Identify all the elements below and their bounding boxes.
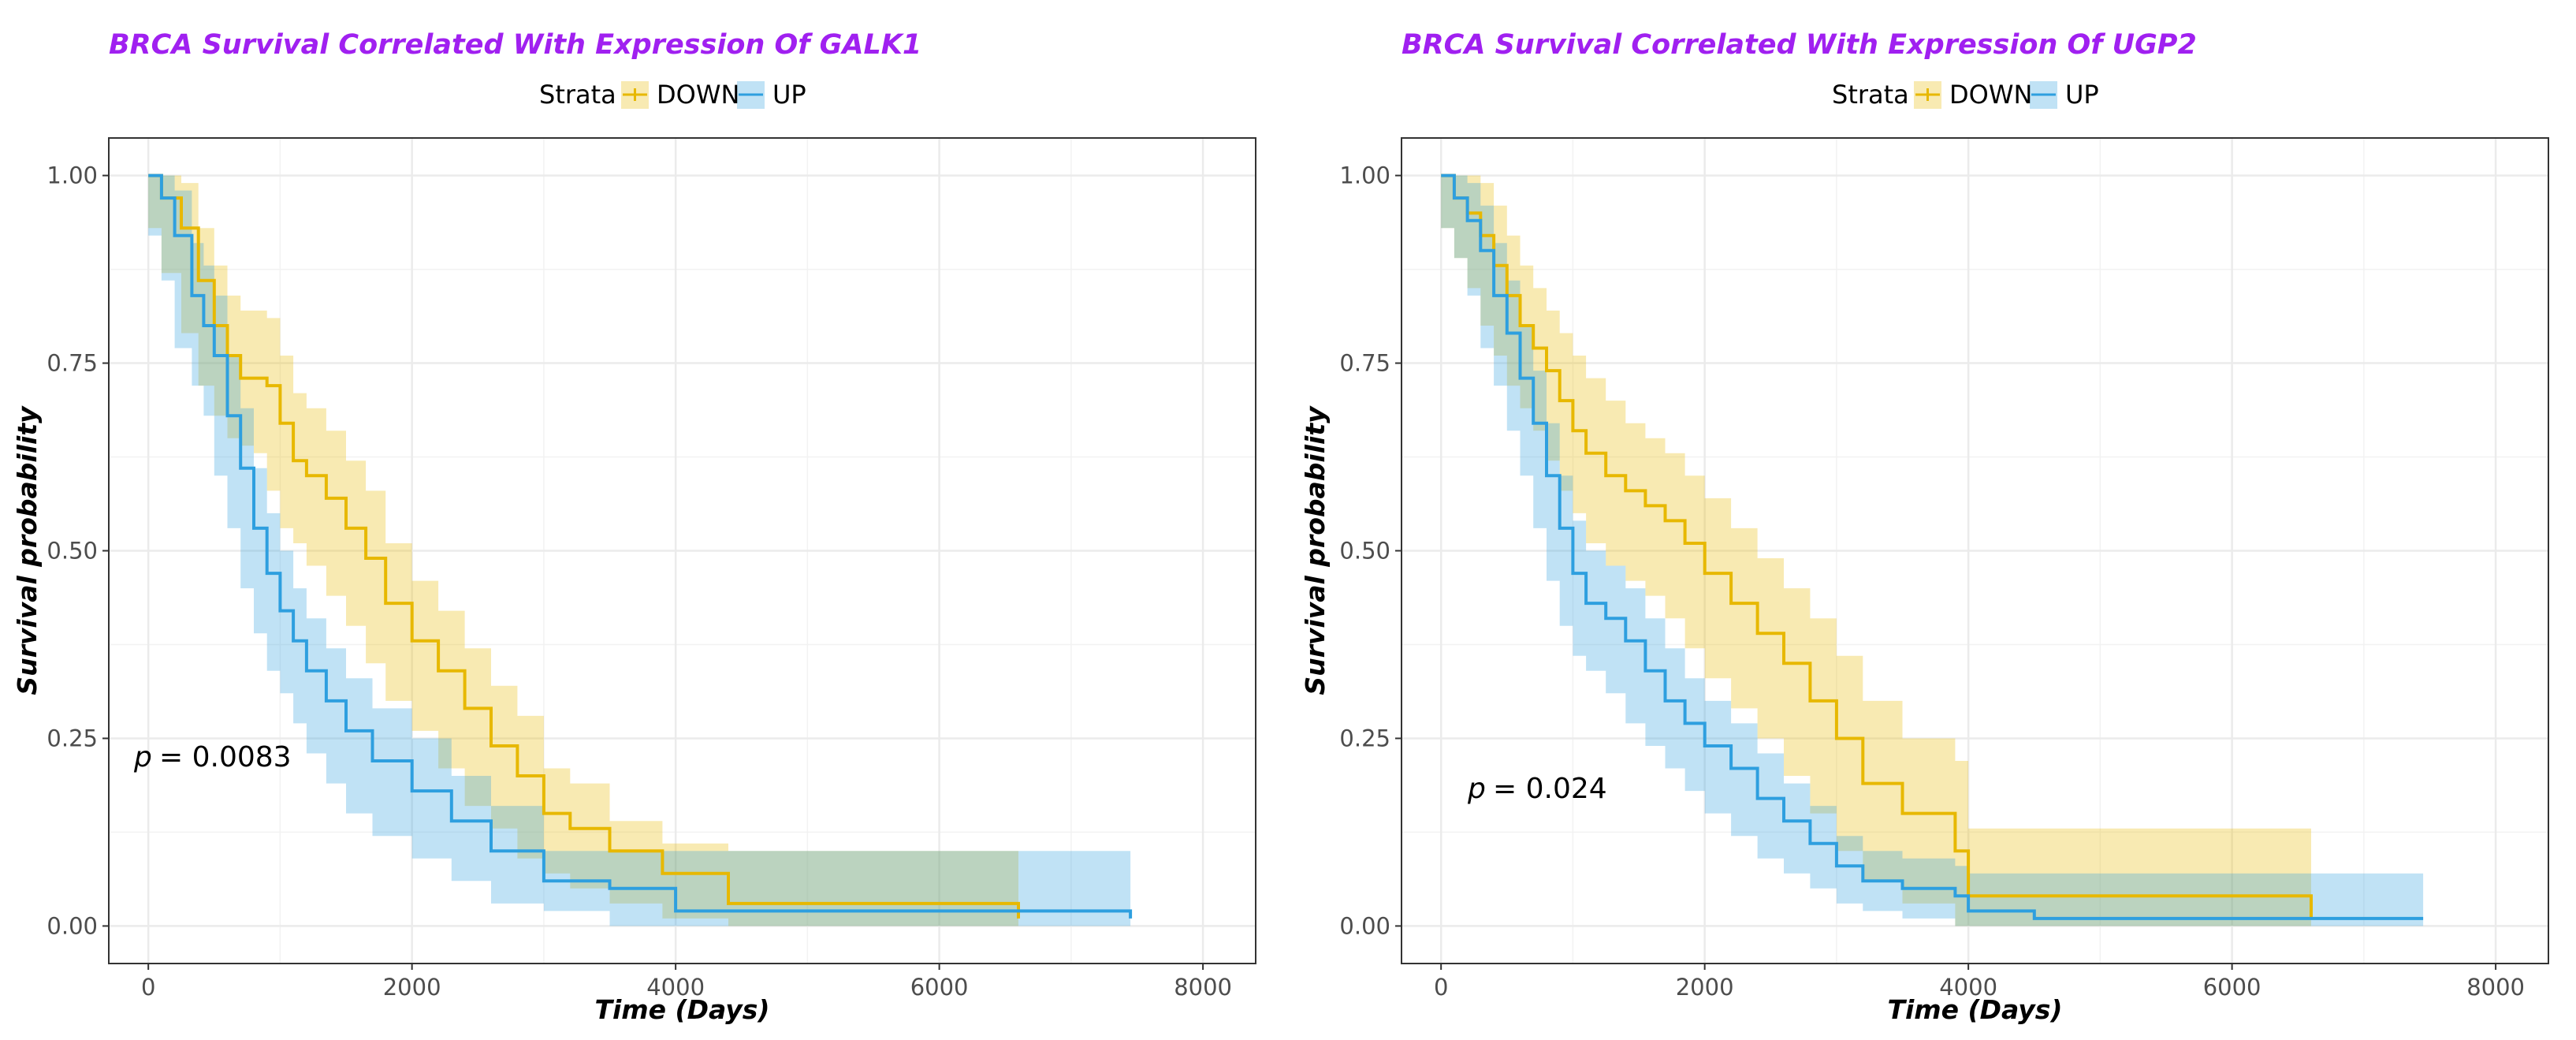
x-tick-label: 0 <box>1434 974 1448 1001</box>
km-plot-galk1: BRCA Survival Correlated With Expression… <box>12 29 1256 1025</box>
y-tick-label: 0.00 <box>1339 912 1390 939</box>
legend-title: Strata <box>539 80 616 110</box>
x-axis-title: Time (Days) <box>1887 994 2062 1025</box>
p-value-label: p <box>1467 773 1486 805</box>
survival-curve-up <box>1441 173 2424 920</box>
km-plot-ugp2: BRCA Survival Correlated With Expression… <box>1288 0 2576 1040</box>
legend-label-up: UP <box>2065 80 2099 110</box>
p-value-annotation: p = 0.024 <box>1467 773 1607 805</box>
x-tick-label: 8000 <box>1174 974 1232 1001</box>
y-axis-title: Survival probability <box>1300 405 1331 695</box>
ci-band-up <box>1441 175 2424 926</box>
legend: Strata DOWN UP <box>539 80 806 110</box>
x-axis-title: Time (Days) <box>594 994 769 1025</box>
legend-key-down <box>621 81 649 109</box>
legend-key-down <box>1914 81 1941 109</box>
legend: Strata DOWN UP <box>1832 80 2099 110</box>
y-tick-label: 0.25 <box>47 725 98 751</box>
y-tick-label: 0.75 <box>47 350 98 377</box>
legend-key-up <box>2030 81 2057 109</box>
y-tick-label: 0.00 <box>47 912 98 939</box>
x-tick-label: 6000 <box>910 974 969 1001</box>
km-chart-galk1-svg: BRCA Survival Correlated With Expression… <box>12 29 1256 1025</box>
legend-label-down: DOWN <box>657 80 739 110</box>
chart-title: BRCA Survival Correlated With Expression… <box>1402 29 2197 61</box>
p-value-text: = 0.0083 <box>159 741 292 773</box>
km-chart-ugp2-svg: BRCA Survival Correlated With Expression… <box>1300 29 2549 1025</box>
legend-key-up <box>737 81 765 109</box>
x-tick-label: 4000 <box>646 974 705 1001</box>
ci-band-down <box>1441 175 2311 926</box>
chart-title: BRCA Survival Correlated With Expression… <box>109 29 921 61</box>
x-tick-label: 4000 <box>1939 974 1997 1001</box>
p-value-text: = 0.024 <box>1493 773 1607 805</box>
legend-label-down: DOWN <box>1949 80 2032 110</box>
y-tick-label: 0.25 <box>1339 725 1390 751</box>
survival-curve-down <box>148 173 1020 919</box>
x-tick-label: 2000 <box>1676 974 1734 1001</box>
legend-label-up: UP <box>772 80 806 110</box>
y-tick-label: 1.00 <box>1339 162 1390 189</box>
p-value-label: p <box>133 741 152 773</box>
x-tick-label: 6000 <box>2203 974 2261 1001</box>
legend-title: Strata <box>1832 80 1909 110</box>
x-tick-label: 8000 <box>2466 974 2525 1001</box>
ci-band-up <box>148 175 1131 926</box>
survival-curve-up <box>148 173 1133 919</box>
y-axis-title: Survival probability <box>12 405 43 695</box>
x-tick-label: 0 <box>141 974 155 1001</box>
ci-band-down <box>148 175 1019 926</box>
y-tick-label: 0.75 <box>1339 350 1390 377</box>
grid <box>1402 138 2548 964</box>
survival-curve-down <box>1441 173 2313 919</box>
x-tick-label: 2000 <box>383 974 441 1001</box>
grid <box>109 138 1256 964</box>
p-value-annotation: p = 0.0083 <box>133 741 292 773</box>
y-tick-label: 1.00 <box>47 162 98 189</box>
y-tick-label: 0.50 <box>47 538 98 565</box>
y-tick-label: 0.50 <box>1339 538 1390 565</box>
